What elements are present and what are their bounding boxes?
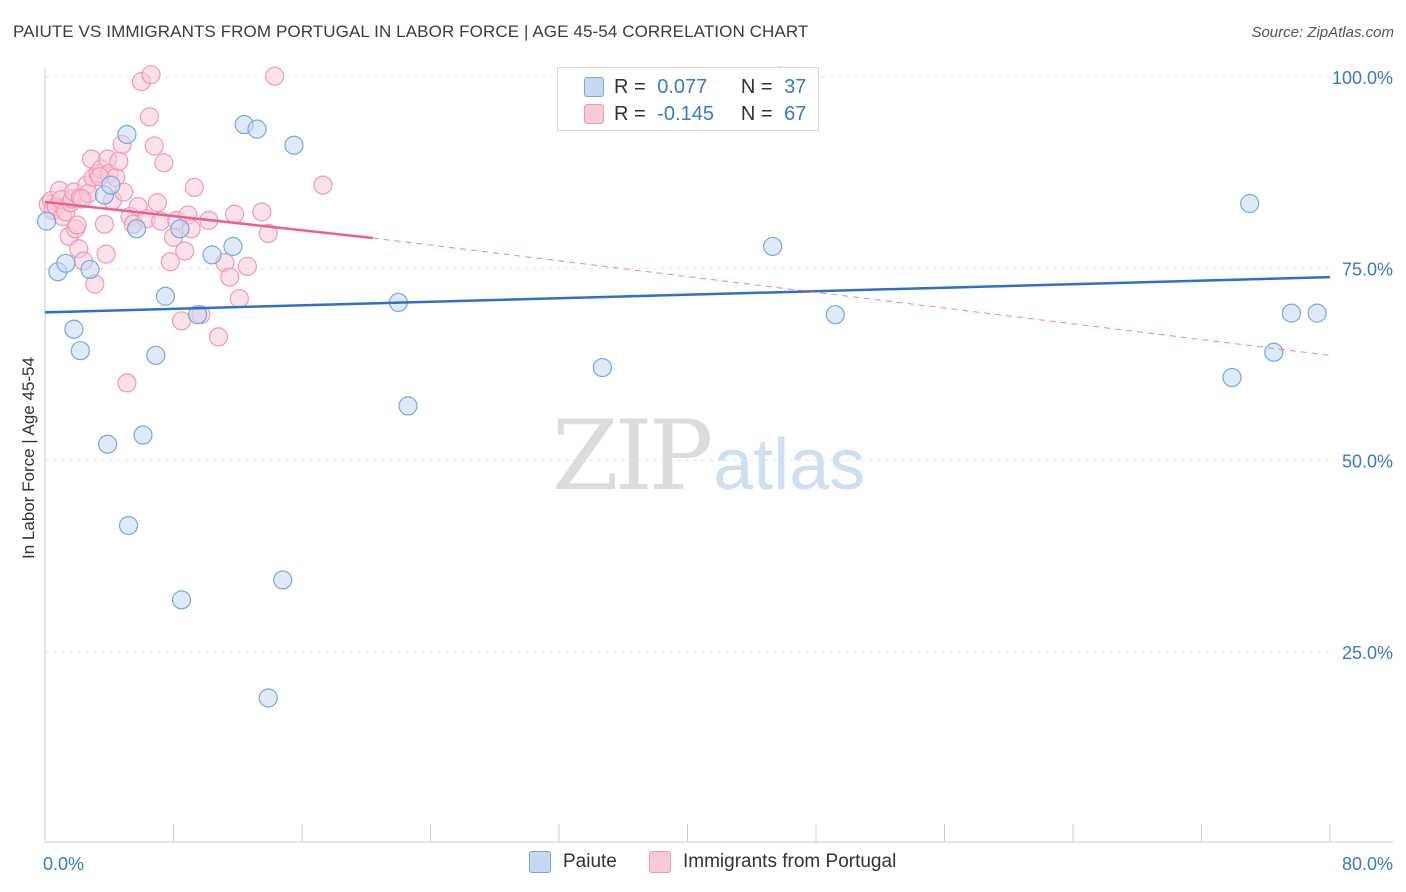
portugal-point [141,65,161,85]
x-tick-label: 0.0% [43,854,84,874]
paiute-point [37,211,57,231]
portugal-point [313,175,333,195]
portugal-point [171,311,192,331]
stats-legend: R = 0.077 N = 37 R = -0.145 N = 67 [557,67,819,131]
portugal-point [252,202,272,222]
r-label: R = [614,75,646,98]
portugal-point [139,107,160,127]
paiute-point [592,357,612,378]
paiute-point [146,345,166,365]
source-label: Source: ZipAtlas.com [1251,24,1394,41]
y-tick-label: 75.0% [1342,260,1393,280]
y-tick-label: 50.0% [1342,451,1393,471]
portugal-point [154,153,174,173]
n-value: 37 [784,75,807,98]
legend-item-paiute[interactable]: Paiute [529,851,617,873]
n-label: N = [740,102,773,125]
paiute-point [1307,303,1327,323]
portugal-point [220,267,240,287]
stats-row-paiute: R = 0.077 N = 37 [584,74,806,100]
paiute-point [126,219,147,239]
r-label: R = [614,102,646,125]
portugal-point [258,223,278,243]
n-value: 67 [784,102,807,125]
paiute-point [98,434,118,454]
paiute-legend-swatch [529,851,551,873]
paiute-point [170,219,190,239]
portugal-point [208,327,229,347]
portugal-point [147,193,168,213]
portugal-point [117,373,137,393]
paiute-point [398,396,418,416]
r-value: -0.145 [657,102,714,125]
portugal-point [184,177,204,197]
paiute-point [1222,367,1242,388]
y-axis-label: In Labor Force | Age 45-54 [19,357,38,559]
paiute-point [117,124,137,145]
paiute-point [1281,303,1302,323]
paiute-point [133,425,153,445]
portugal-point [175,241,195,261]
chart-title: PAIUTE VS IMMIGRANTS FROM PORTUGAL IN LA… [13,22,809,41]
paiute-point [763,236,783,257]
stats-row-portugal: R = -0.145 N = 67 [584,101,806,127]
r-value: 0.077 [657,75,708,98]
paiute-point [187,305,208,325]
portugal-point [72,189,92,209]
paiute-point [202,245,222,265]
n-label: N = [740,75,773,98]
portugal-point [224,204,245,224]
portugal-point [265,66,285,86]
legend-label-portugal: Immigrants from Portugal [683,851,897,872]
paiute-swatch [584,77,604,97]
paiute-point [247,119,267,139]
portugal-trendline [44,200,373,240]
portugal-point [67,215,87,235]
paiute-trendline [44,275,1331,314]
stats-text: R = -0.145 N = 67 [614,103,806,126]
portugal-legend-swatch [649,851,671,873]
portugal-point [109,151,129,171]
stats-text: R = 0.077 N = 37 [614,76,806,99]
paiute-point [64,319,84,339]
paiute-point [70,341,90,361]
paiute-point [223,236,243,257]
portugal-point [144,136,164,156]
paiute-point [171,590,192,610]
paiute-point [284,135,304,155]
paiute-point [56,253,76,273]
series-legend: Paiute Immigrants from Portugal [0,851,1406,879]
paiute-point [1264,342,1284,362]
portugal-trendline-extension [372,237,1331,356]
portugal-point [229,288,249,309]
legend-label-paiute: Paiute [563,851,617,872]
paiute-point [155,286,176,306]
paiute-point [101,175,121,195]
paiute-point [118,515,139,536]
paiute-point [273,570,293,590]
portugal-swatch [584,104,604,124]
x-tick-label: 80.0% [1342,854,1393,874]
y-tick-label: 25.0% [1342,643,1393,663]
paiute-point [825,305,845,325]
paiute-point [258,688,278,708]
paiute-point [80,259,100,280]
y-tick-label: 100.0% [1332,68,1393,88]
paiute-point [1240,193,1260,214]
portugal-point [160,252,180,272]
portugal-point [237,256,257,276]
portugal-point [96,244,116,264]
portugal-point [94,214,115,234]
legend-item-portugal[interactable]: Immigrants from Portugal [649,851,896,873]
